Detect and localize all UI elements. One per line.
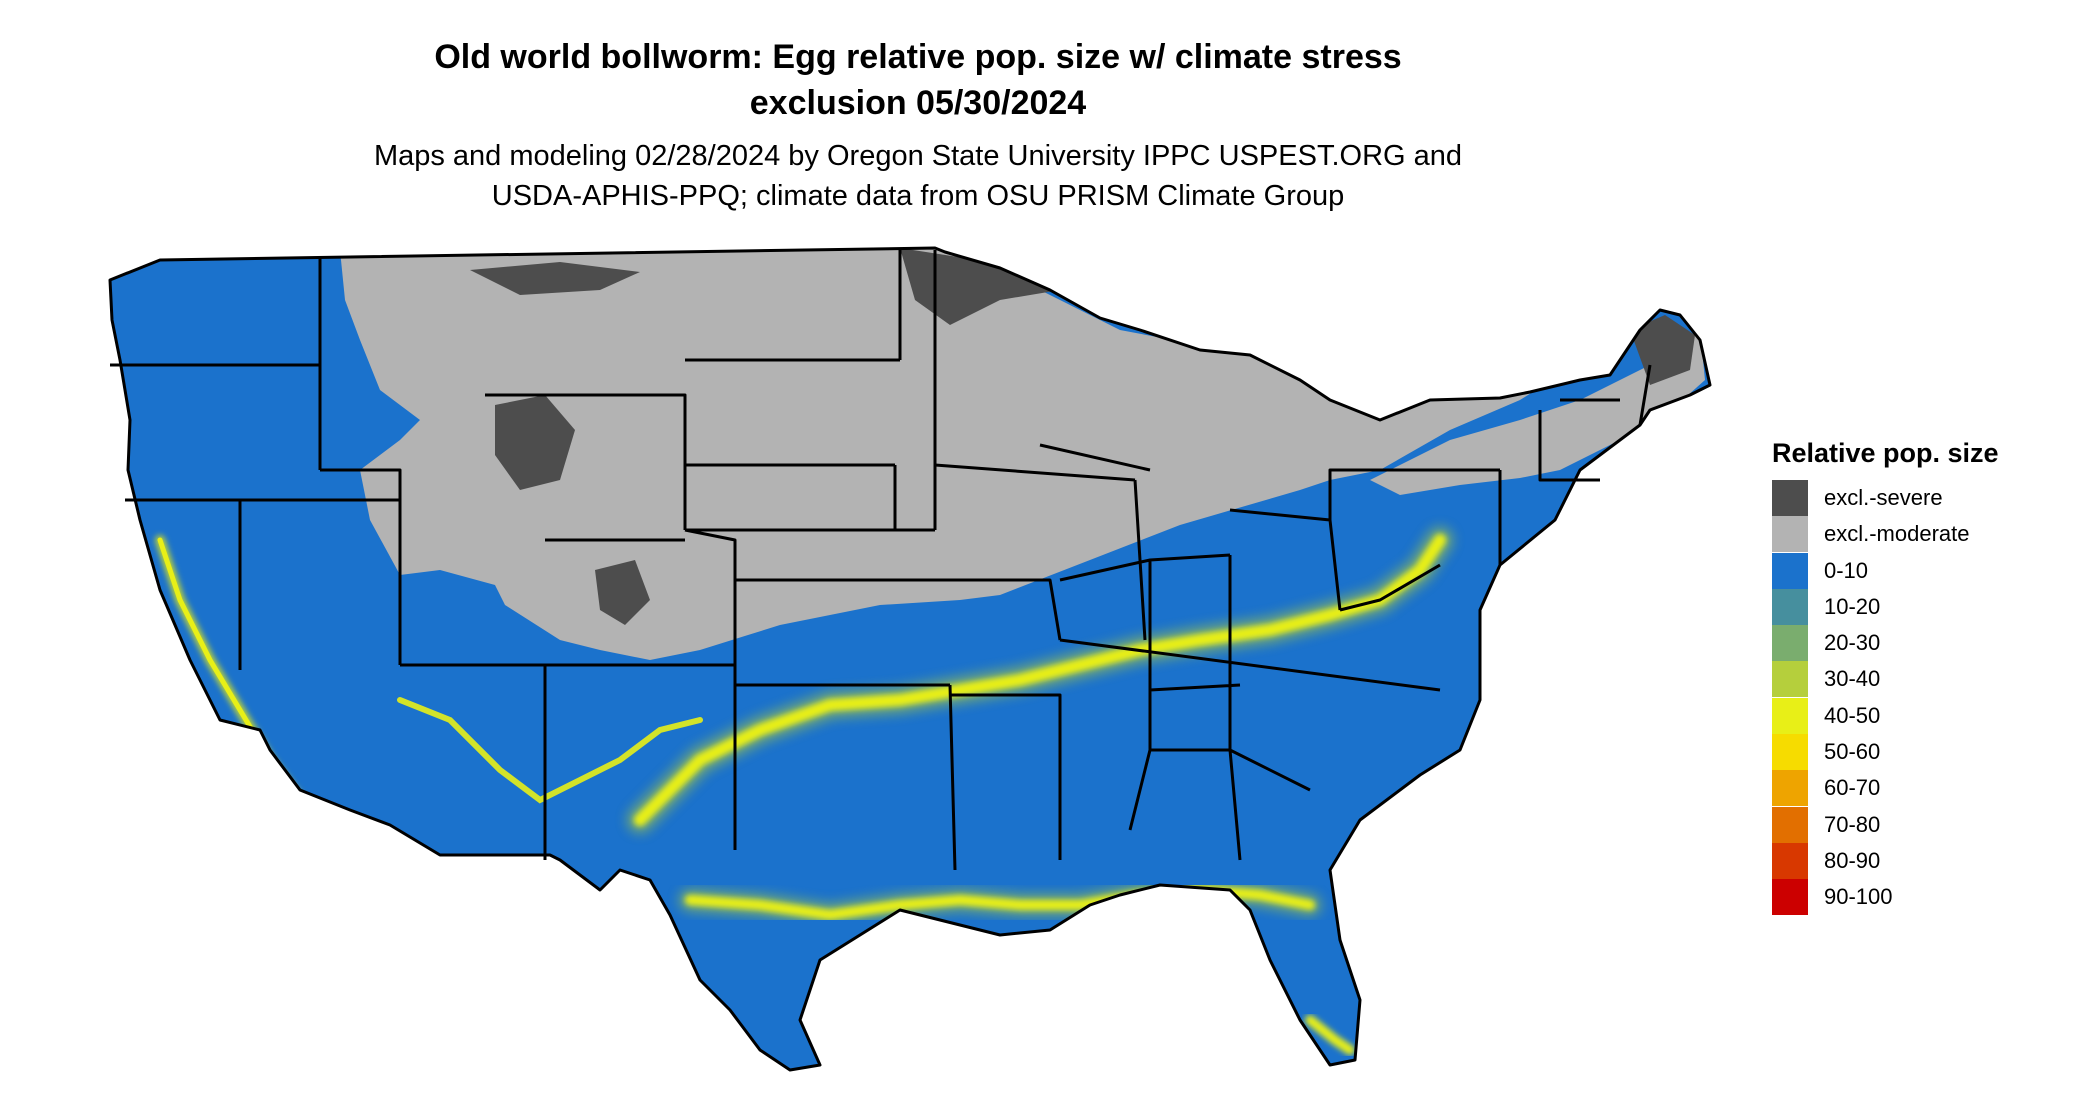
legend-label: 20-30 [1824, 630, 1881, 656]
legend-label: 50-60 [1824, 739, 1881, 765]
map-subtitle-line-2: USDA-APHIS-PPQ; climate data from OSU PR… [491, 180, 1345, 212]
legend: Relative pop. size excl.-severe excl.-mod… [1772, 436, 2072, 916]
legend-swatch [1772, 770, 1808, 807]
legend-item: 90-100 [1772, 879, 2072, 916]
excluded-severe-mt [470, 262, 640, 295]
legend-label: 30-40 [1824, 666, 1881, 692]
legend-swatch [1772, 661, 1808, 698]
legend-label: excl.-severe [1824, 485, 1943, 510]
legend-label: 80-90 [1824, 847, 1881, 873]
map-subtitle-line-1: Maps and modeling 02/28/2024 by Oregon S… [373, 140, 1463, 172]
legend-item: 80-90 [1772, 842, 2072, 879]
legend-items: excl.-severe excl.-moderate 0-10 10-20 20-30… [1772, 480, 2072, 916]
legend-label: 40-50 [1824, 702, 1881, 728]
legend-swatch [1772, 806, 1808, 843]
state-borders [108, 246, 1712, 1072]
legend-item: 10-20 [1772, 588, 2072, 625]
legend-item: 40-50 [1772, 697, 2072, 734]
legend-label: 70-80 [1824, 811, 1881, 837]
legend-swatch [1772, 697, 1808, 734]
legend-item: 70-80 [1772, 806, 2072, 843]
map-title-line-2: exclusion 05/30/2024 [749, 84, 1087, 122]
legend-label: excl.-moderate [1824, 521, 1970, 547]
excluded-moderate-northeast [1370, 330, 1705, 495]
legend-swatch [1772, 588, 1808, 625]
legend-swatch [1772, 879, 1808, 916]
legend-swatch [1772, 516, 1808, 553]
map-subtitle: Maps and modeling 02/28/2024 by Oregon S… [0, 136, 1836, 216]
legend-item: 0-10 [1772, 552, 2072, 589]
map-title: Old world bollworm: Egg relative pop. si… [0, 34, 1836, 126]
legend-label: 10-20 [1824, 593, 1881, 619]
legend-item: excl.-severe [1772, 480, 2072, 516]
legend-item: 50-60 [1772, 734, 2072, 771]
legend-item: 60-70 [1772, 770, 2072, 807]
legend-label: 0-10 [1824, 557, 1869, 583]
excluded-severe-co [595, 560, 650, 625]
legend-swatch [1772, 625, 1808, 662]
legend-label: 60-70 [1824, 775, 1881, 801]
legend-item: excl.-moderate [1772, 516, 2072, 553]
legend-swatch [1772, 552, 1808, 589]
suitability-band-florida [1305, 1015, 1355, 1055]
legend-item: 20-30 [1772, 625, 2072, 662]
excluded-severe-mn [900, 248, 1060, 325]
legend-swatch [1772, 842, 1808, 879]
legend-swatch [1772, 480, 1808, 516]
suitability-band-southwest [397, 697, 703, 804]
legend-label: 90-100 [1824, 884, 1893, 910]
legend-swatch [1772, 734, 1808, 771]
excluded-severe-wy [495, 395, 575, 490]
excluded-severe-me [1630, 315, 1695, 385]
legend-item: 30-40 [1772, 661, 2072, 698]
map-title-line-1: Old world bollworm: Egg relative pop. si… [434, 38, 1402, 76]
excluded-moderate-region [340, 248, 1560, 660]
legend-title: Relative pop. size [1772, 438, 1999, 468]
